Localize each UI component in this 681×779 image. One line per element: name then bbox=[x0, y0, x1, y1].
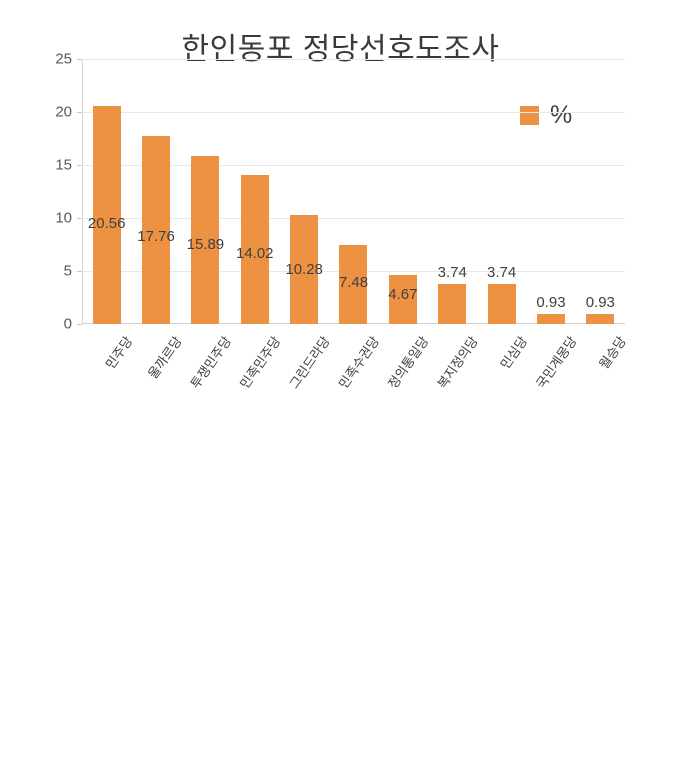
bar-value-label: 0.93 bbox=[536, 294, 566, 312]
bar[interactable] bbox=[536, 314, 565, 324]
y-axis-tick-mark bbox=[77, 271, 82, 272]
chart-legend: % bbox=[520, 103, 572, 128]
y-axis-tick-label: 5 bbox=[63, 262, 72, 280]
bar[interactable] bbox=[290, 215, 319, 324]
y-axis-labels: 0 5 10 15 20 25 bbox=[10, 51, 72, 333]
x-axis-category-label: 민주당 bbox=[102, 333, 136, 372]
bar[interactable] bbox=[339, 244, 368, 324]
bar-slot: 4.67 bbox=[378, 59, 427, 324]
bar[interactable] bbox=[388, 274, 417, 324]
y-axis-tick-mark bbox=[77, 59, 82, 60]
bar-value-label: 10.28 bbox=[285, 261, 323, 279]
bar[interactable] bbox=[487, 284, 516, 324]
bar-value-label: 17.76 bbox=[137, 227, 175, 245]
gridline bbox=[82, 218, 625, 219]
chart-title: 한인동포 정당선호도조사 bbox=[181, 33, 500, 66]
bar[interactable] bbox=[240, 175, 269, 324]
bar-slot: 20.56 bbox=[82, 59, 131, 324]
bar-series-percent: 20.56 17.76 15.89 14.02 10.28 7.48 4.67 3.74 3.7… bbox=[82, 59, 625, 324]
bar-value-label: 3.74 bbox=[437, 264, 467, 282]
y-axis-tick-mark bbox=[77, 324, 82, 325]
plot-area: 20.56 17.76 15.89 14.02 10.28 7.48 4.67 3.74 3.7… bbox=[77, 59, 625, 325]
bar-slot: 15.89 bbox=[181, 59, 230, 324]
y-axis-tick-label: 10 bbox=[55, 209, 72, 227]
bar-value-label: 7.48 bbox=[338, 273, 369, 291]
bar-value-label: 4.67 bbox=[388, 286, 418, 304]
bar-slot: 3.74 bbox=[428, 59, 477, 324]
x-axis-labels: 민주당 울까르당 투쟁민주당 민족민주당 그린드라당 민족수권당 정의통일당 복지정의당 민심당… bbox=[82, 326, 630, 400]
y-axis-tick-mark bbox=[77, 218, 82, 219]
bar-slot: 0.93 bbox=[526, 59, 575, 324]
bar[interactable] bbox=[92, 106, 121, 324]
bar-value-label: 0.93 bbox=[585, 294, 615, 312]
bar-slot: 0.93 bbox=[576, 59, 625, 324]
y-axis-tick-label: 0 bbox=[63, 315, 72, 333]
bar[interactable] bbox=[438, 284, 467, 324]
x-axis-category-label: 복지정의당 bbox=[434, 333, 481, 392]
y-axis-tick-label: 25 bbox=[55, 50, 72, 68]
x-axis-category-label: 투쟁민주당 bbox=[187, 333, 235, 392]
bar-slot: 10.28 bbox=[279, 59, 328, 324]
bar-value-label: 15.89 bbox=[186, 236, 225, 254]
y-axis-tick-mark bbox=[77, 112, 82, 113]
legend-swatch-percent bbox=[520, 106, 539, 125]
y-axis-line bbox=[82, 59, 83, 324]
bar-value-label: 3.74 bbox=[486, 264, 517, 282]
y-axis-tick-label: 20 bbox=[55, 103, 72, 121]
gridline bbox=[82, 165, 625, 166]
gridline bbox=[82, 59, 625, 60]
bar[interactable] bbox=[191, 155, 220, 324]
bar[interactable] bbox=[586, 314, 615, 324]
bar-slot: 7.48 bbox=[329, 59, 378, 324]
y-axis-tick-mark bbox=[77, 165, 82, 166]
bar-value-label: 20.56 bbox=[87, 215, 126, 233]
y-axis-tick-label: 15 bbox=[55, 156, 72, 174]
bar-value-label: 14.02 bbox=[235, 244, 274, 262]
bar-chart: 한인동포 정당선호도조사 % 0 5 10 15 20 25 20.56 17.76 15.8… bbox=[10, 33, 630, 400]
bar-slot: 14.02 bbox=[230, 59, 279, 324]
bar-slot: 17.76 bbox=[131, 59, 180, 324]
gridline bbox=[82, 112, 625, 113]
bar[interactable] bbox=[142, 135, 171, 324]
bar-slot: 3.74 bbox=[477, 59, 526, 324]
legend-label-percent: % bbox=[550, 101, 573, 129]
